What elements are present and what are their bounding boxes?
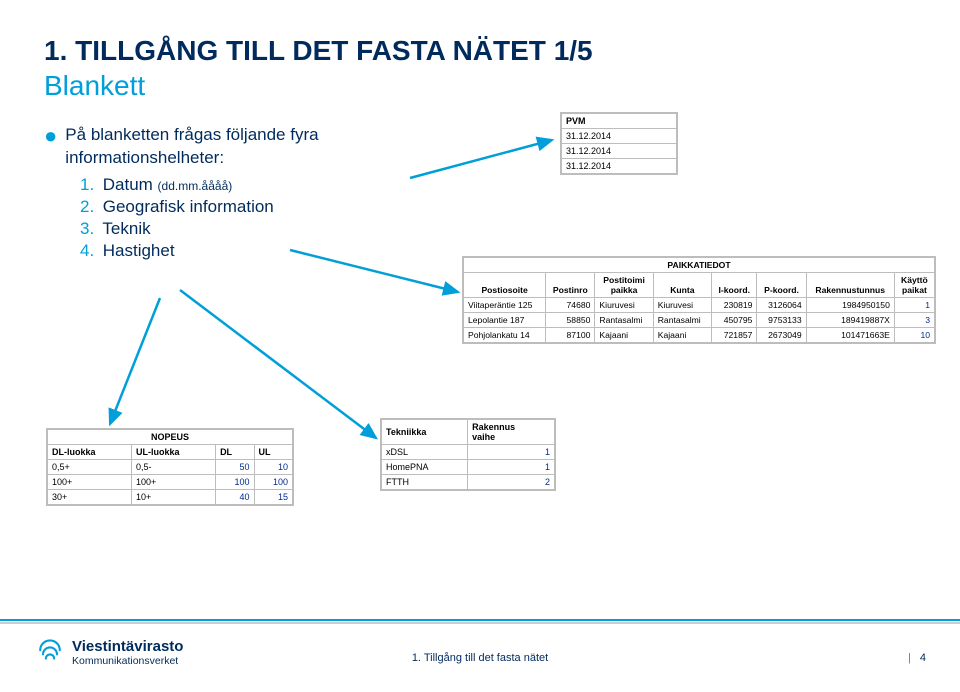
page-number: 4 [920, 652, 926, 664]
bullet-line: ● På blanketten frågas följande fyra inf… [44, 124, 474, 170]
table-row: 30+ 10+ 40 15 [48, 490, 293, 505]
table-row: Pohjolankatu 14 87100 Kajaani Kajaani 72… [464, 328, 935, 343]
paikkatiedot-table: PAIKKATIEDOT Postiosoite Postinro Postit… [462, 256, 936, 344]
col-header: DL-luokka [48, 445, 132, 460]
list-item: 4. Hastighet [80, 241, 474, 261]
numbered-list: 1. Datum (dd.mm.åååå) 2. Geografisk info… [80, 175, 474, 261]
paik-title: PAIKKATIEDOT [464, 258, 935, 273]
nopeus-table: NOPEUS DL-luokka UL-luokka DL UL 0,5+ 0,… [46, 428, 294, 506]
table-row: 0,5+ 0,5- 50 10 [48, 460, 293, 475]
bullet-text: På blanketten frågas följande fyra infor… [65, 124, 474, 170]
page-bar-icon: | [908, 652, 911, 664]
list-label: Hastighet [103, 241, 175, 260]
list-item: 1. Datum (dd.mm.åååå) [80, 175, 474, 195]
nop-title: NOPEUS [48, 430, 293, 445]
pvm-cell: 31.12.2014 [562, 129, 677, 144]
col-header: Postiosoite [464, 273, 546, 298]
list-label: Geografisk information [103, 197, 274, 216]
col-header: Käyttö paikat [894, 273, 934, 298]
footer-title: 1. Tillgång till det fasta nätet [0, 652, 960, 664]
slide-subtitle: Blankett [44, 70, 916, 102]
arrow-line-icon [110, 298, 160, 424]
footer-page: | 4 [908, 652, 926, 664]
list-number: 3. [80, 219, 98, 239]
list-number: 1. [80, 175, 98, 195]
slide: 1. TILLGÅNG TILL DET FASTA NÄTET 1/5 Bla… [0, 0, 960, 622]
col-header: DL [216, 445, 254, 460]
col-header: I-koord. [712, 273, 757, 298]
bullet-dot-icon: ● [44, 125, 57, 147]
col-header: Tekniikka [382, 420, 468, 445]
table-row: 100+ 100+ 100 100 [48, 475, 293, 490]
footer: Viestintävirasto Kommunikationsverket 1.… [0, 622, 960, 692]
table-row: Lepolantie 187 58850 Rantasalmi Rantasal… [464, 313, 935, 328]
pvm-header: PVM [562, 114, 677, 129]
list-label: Teknik [102, 219, 150, 238]
list-item: 2. Geografisk information [80, 197, 474, 217]
list-label: Datum [103, 175, 153, 194]
list-small: (dd.mm.åååå) [158, 179, 233, 193]
pvm-table: PVM 31.12.2014 31.12.2014 31.12.2014 [560, 112, 678, 175]
col-header: Postinro [546, 273, 595, 298]
list-number: 2. [80, 197, 98, 217]
tekniikka-table: Tekniikka Rakennus vaihe xDSL 1 HomePNA … [380, 418, 556, 491]
col-header: UL [254, 445, 292, 460]
col-header: Postitoimi paikka [595, 273, 653, 298]
slide-title: 1. TILLGÅNG TILL DET FASTA NÄTET 1/5 [44, 34, 916, 68]
col-header: Rakennus vaihe [468, 420, 555, 445]
arrow-line-icon [180, 290, 376, 438]
table-row: Viitaperäntie 125 74680 Kiuruvesi Kiuruv… [464, 298, 935, 313]
table-row: HomePNA 1 [382, 460, 555, 475]
table-row: FTTH 2 [382, 475, 555, 490]
pvm-cell: 31.12.2014 [562, 159, 677, 174]
table-row: xDSL 1 [382, 445, 555, 460]
list-item: 3. Teknik [80, 219, 474, 239]
list-number: 4. [80, 241, 98, 261]
bullet-block: ● På blanketten frågas följande fyra inf… [44, 124, 474, 262]
col-header: Rakennustunnus [806, 273, 894, 298]
col-header: UL-luokka [132, 445, 216, 460]
col-header: P-koord. [757, 273, 806, 298]
pvm-cell: 31.12.2014 [562, 144, 677, 159]
col-header: Kunta [653, 273, 711, 298]
